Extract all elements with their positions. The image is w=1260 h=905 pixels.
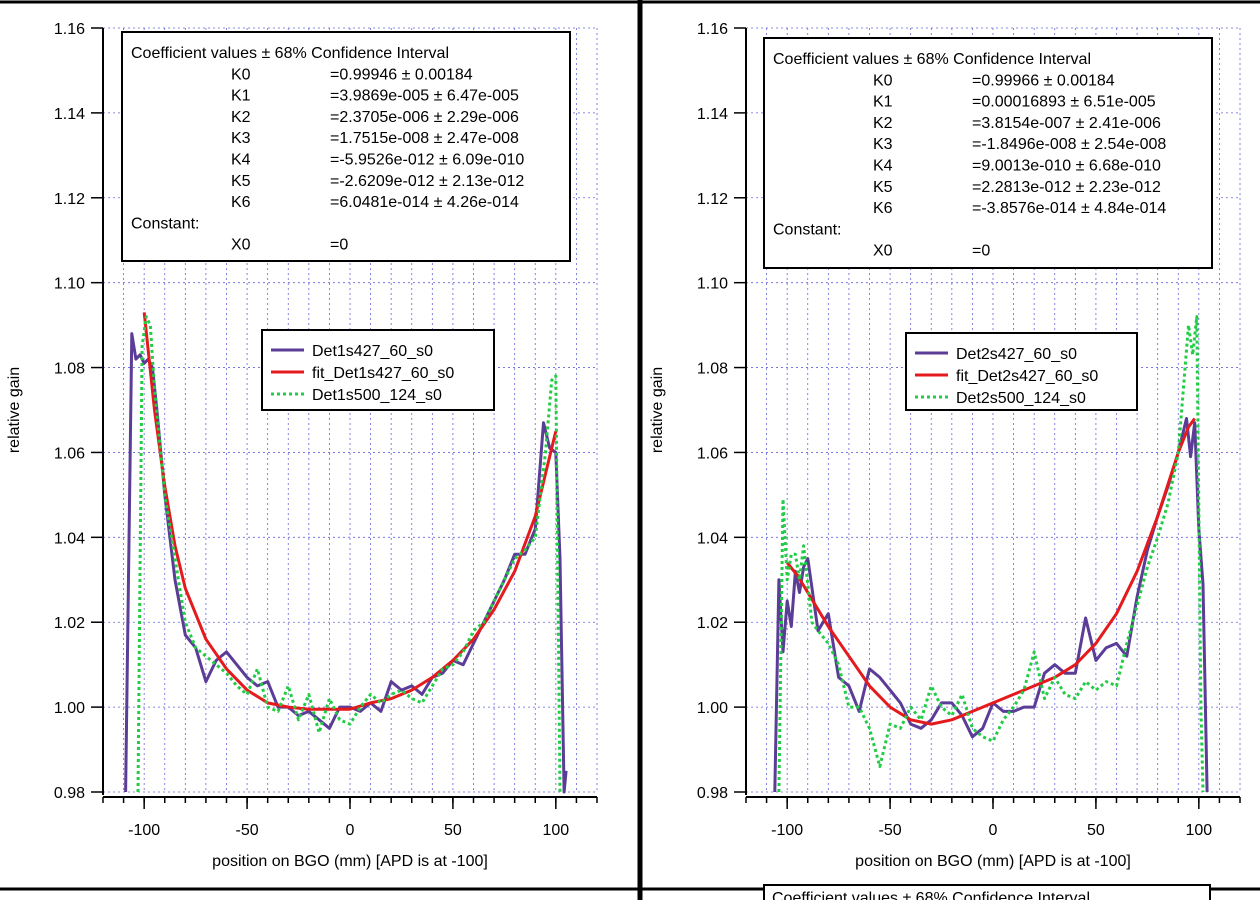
- coef-name: K3: [231, 130, 251, 147]
- x-axis-label: position on BGO (mm) [APD is at -100]: [212, 853, 488, 870]
- coef-value: =0.99966 ± 0.00184: [972, 72, 1115, 89]
- coef-value: =-3.8576e-014 ± 4.84e-014: [972, 200, 1166, 217]
- legend-label: fit_Det2s427_60_s0: [956, 368, 1098, 385]
- coef-name: K2: [873, 115, 893, 132]
- legend: [905, 332, 1138, 411]
- legend-label: Det1s500_124_s0: [312, 387, 442, 404]
- coef-name: K0: [873, 72, 893, 89]
- y-tick-label: 1.00: [54, 700, 85, 717]
- y-tick-label: 1.06: [697, 445, 728, 462]
- coef-name: K3: [873, 136, 893, 153]
- coef-name: K5: [873, 179, 893, 196]
- legend-label: fit_Det1s427_60_s0: [312, 365, 454, 382]
- y-tick-label: 1.00: [697, 700, 728, 717]
- y-axis-label: relative gain: [6, 367, 23, 453]
- coef-name: K4: [873, 158, 893, 175]
- coef-name: K2: [231, 109, 251, 126]
- y-tick-label: 1.12: [697, 191, 728, 208]
- y-tick-label: 1.08: [697, 361, 728, 378]
- y-tick-label: 1.16: [54, 21, 85, 38]
- fit-box-title: Coefficient values ± 68% Confidence Inte…: [131, 45, 449, 62]
- x-tick-label: -50: [879, 822, 902, 839]
- x-tick-label: -100: [771, 822, 803, 839]
- x-tick-label: 100: [1185, 822, 1212, 839]
- legend-label: Det2s500_124_s0: [956, 390, 1086, 407]
- coef-name: K6: [873, 200, 893, 217]
- y-tick-label: 1.02: [697, 615, 728, 632]
- coef-name: K6: [231, 194, 251, 211]
- coef-value: =6.0481e-014 ± 4.26e-014: [330, 194, 519, 211]
- y-tick-label: 1.08: [54, 361, 85, 378]
- coef-name: K5: [231, 173, 251, 190]
- coef-value: =1.7515e-008 ± 2.47e-008: [330, 130, 519, 147]
- constant-value: =0: [972, 243, 990, 260]
- y-tick-label: 1.16: [697, 21, 728, 38]
- y-tick-label: 1.14: [54, 106, 85, 123]
- x-tick-label: 50: [444, 822, 462, 839]
- coef-name: K4: [231, 152, 251, 169]
- y-axis-label: relative gain: [649, 367, 666, 453]
- legend-label: Det1s427_60_s0: [312, 343, 433, 360]
- y-tick-label: 1.04: [54, 530, 85, 547]
- x-tick-label: 100: [542, 822, 569, 839]
- coef-name: K0: [231, 66, 251, 83]
- coef-value: =3.8154e-007 ± 2.41e-006: [972, 115, 1161, 132]
- fit-box: [763, 37, 1213, 269]
- y-tick-label: 1.06: [54, 445, 85, 462]
- constant-name: X0: [873, 243, 893, 260]
- y-tick-label: 1.10: [697, 276, 728, 293]
- y-tick-label: 1.14: [697, 106, 728, 123]
- data-line: [136, 315, 562, 793]
- y-tick-label: 1.10: [54, 276, 85, 293]
- x-tick-label: 0: [989, 822, 998, 839]
- x-tick-label: 0: [346, 822, 355, 839]
- coef-name: K1: [873, 94, 893, 111]
- constant-label: Constant:: [131, 215, 199, 232]
- y-tick-label: 1.04: [697, 530, 728, 547]
- data-line: [773, 417, 1209, 793]
- x-tick-label: -50: [236, 822, 259, 839]
- constant-label: Constant:: [773, 221, 841, 238]
- constant-value: =0: [330, 237, 348, 254]
- coef-value: =-5.9526e-012 ± 6.09e-010: [330, 152, 524, 169]
- data-line: [777, 315, 1205, 793]
- x-tick-label: 50: [1087, 822, 1105, 839]
- fit-box-title: Coefficient values ± 68% Confidence Inte…: [772, 890, 1090, 900]
- legend-label: Det2s427_60_s0: [956, 346, 1077, 363]
- coef-value: =0.99946 ± 0.00184: [330, 66, 473, 83]
- y-tick-label: 0.98: [54, 785, 85, 802]
- coef-value: =3.9869e-005 ± 6.47e-005: [330, 88, 519, 105]
- coef-name: K1: [231, 88, 251, 105]
- x-tick-label: -100: [128, 822, 160, 839]
- legend: [261, 329, 495, 411]
- fit-box-title: Coefficient values ± 68% Confidence Inte…: [773, 51, 1091, 68]
- constant-name: X0: [231, 237, 251, 254]
- coef-value: =2.3705e-006 ± 2.29e-006: [330, 109, 519, 126]
- y-tick-label: 1.12: [54, 191, 85, 208]
- coef-value: =-2.6209e-012 ± 2.13e-012: [330, 173, 524, 190]
- y-tick-label: 0.98: [697, 785, 728, 802]
- coef-value: =9.0013e-010 ± 6.68e-010: [972, 158, 1161, 175]
- data-line: [786, 417, 1196, 726]
- y-tick-label: 1.02: [54, 615, 85, 632]
- coef-value: =0.00016893 ± 6.51e-005: [972, 94, 1156, 111]
- coef-value: =2.2813e-012 ± 2.23e-012: [972, 179, 1161, 196]
- coef-value: =-1.8496e-008 ± 2.54e-008: [972, 136, 1166, 153]
- x-axis-label: position on BGO (mm) [APD is at -100]: [855, 853, 1131, 870]
- data-line: [142, 312, 558, 711]
- fit-box: [121, 31, 571, 262]
